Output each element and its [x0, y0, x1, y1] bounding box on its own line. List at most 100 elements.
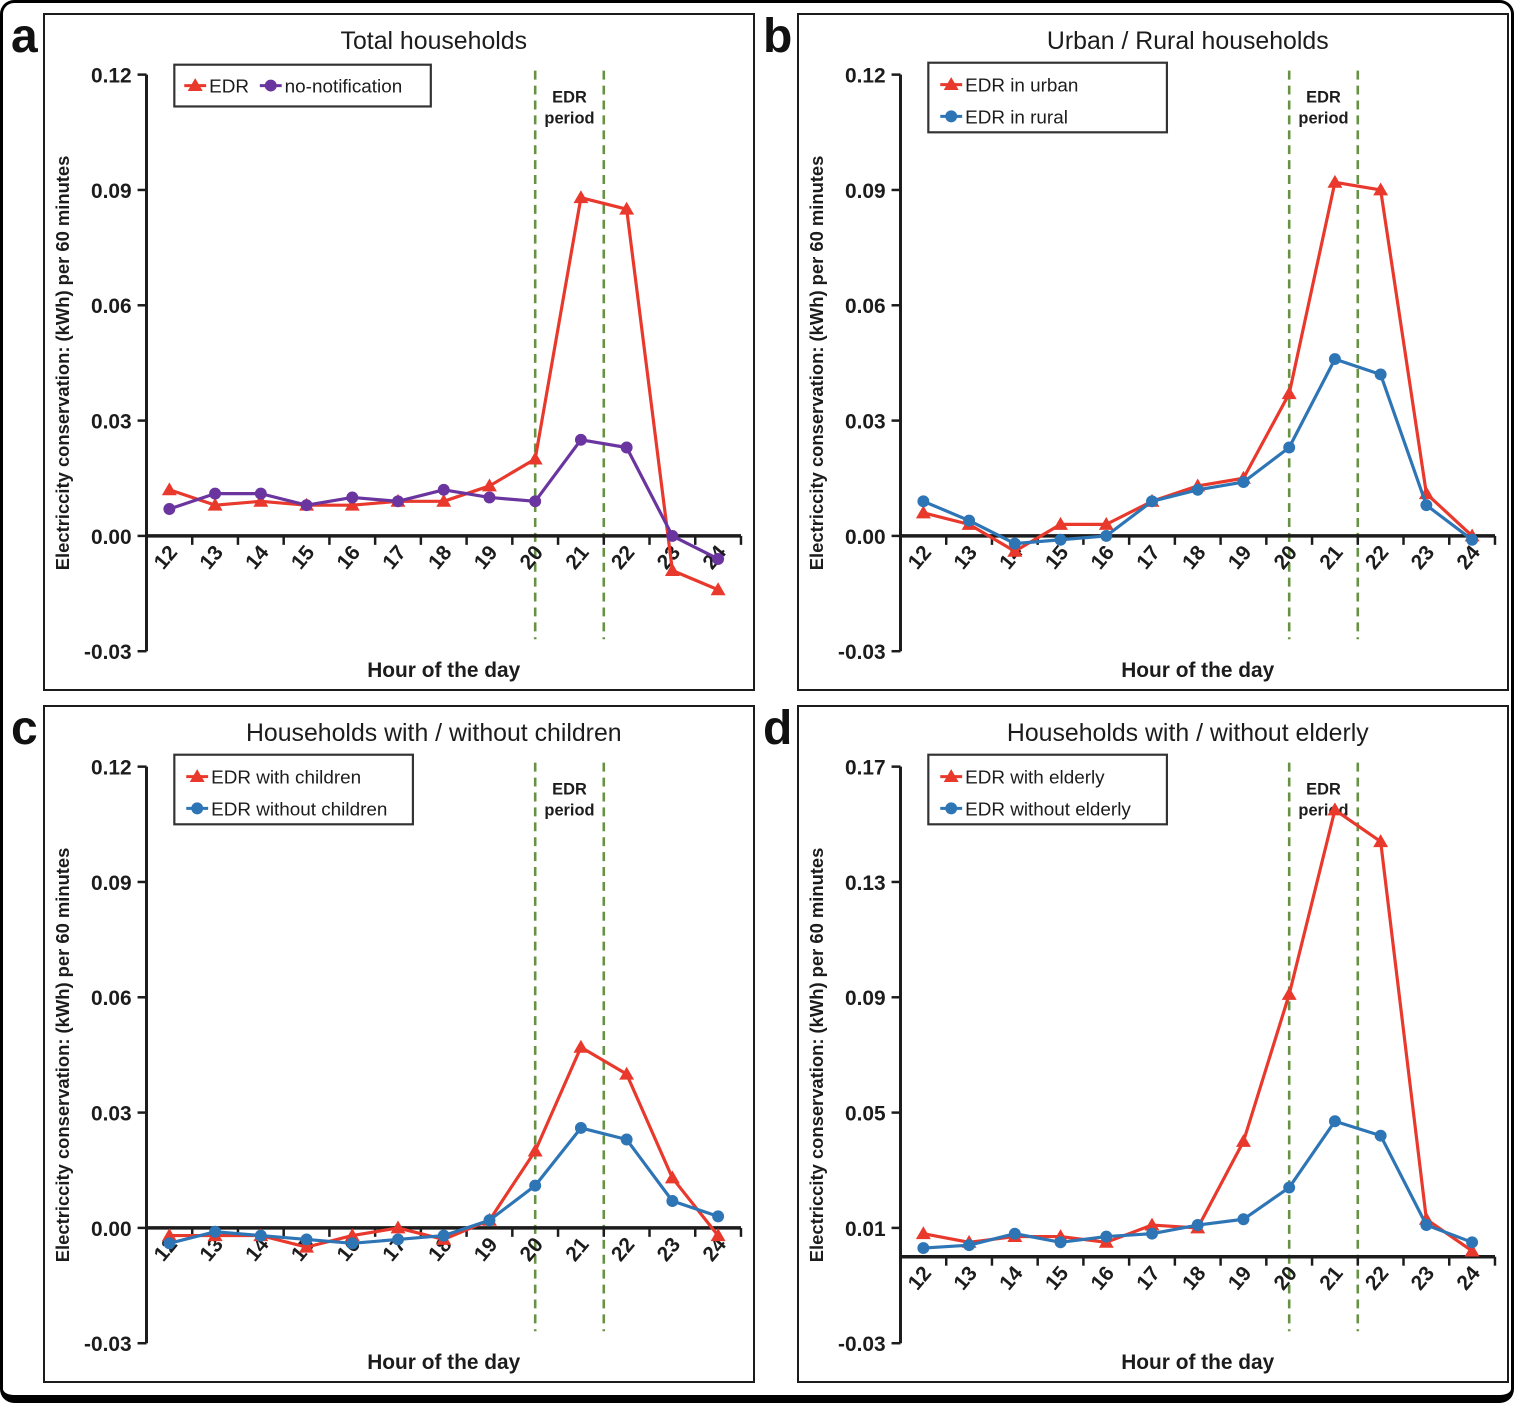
data-point-marker: [390, 1220, 406, 1234]
data-point-marker: [1100, 529, 1113, 542]
series-line: [921, 808, 1474, 1253]
data-point-marker: [963, 514, 976, 527]
data-point-marker: [253, 493, 269, 507]
x-tick-label: 24: [1452, 1262, 1485, 1295]
data-point-marker: [163, 1237, 176, 1250]
chart-title: Households with / without elderly: [1007, 720, 1369, 747]
data-point-marker: [1466, 533, 1479, 546]
series-edr-in-urban: [915, 174, 1480, 557]
panel-letter-a: a: [11, 10, 38, 63]
x-tick-label-text: 23: [1407, 1262, 1440, 1295]
x-tick-label-text: 12: [904, 1262, 937, 1295]
x-tick-label: 12: [904, 541, 937, 574]
data-point-marker: [1283, 441, 1296, 454]
data-point-marker: [573, 190, 589, 204]
y-tick-label: 0.05: [845, 1103, 886, 1126]
series-edr-in-rural: [917, 353, 1479, 550]
x-tick-label-text: 20: [515, 541, 548, 574]
y-tick-label: 0.12: [91, 757, 132, 780]
x-tick-label-text: 12: [150, 541, 183, 574]
data-point-marker: [1008, 1227, 1021, 1240]
x-tick-label: 22: [1361, 1262, 1394, 1295]
data-point-marker: [1420, 1219, 1433, 1231]
x-tick-label: 21: [561, 541, 594, 574]
y-tick-label: 0.12: [845, 65, 886, 88]
x-tick-label: 17: [1132, 541, 1165, 574]
legend-marker: [187, 78, 203, 92]
y-tick-label: 0.12: [91, 65, 132, 88]
x-tick-label: 15: [1041, 541, 1074, 574]
data-point-marker: [161, 482, 177, 496]
x-tick-label: 14: [995, 1262, 1028, 1295]
y-tick-label: 0.00: [845, 526, 886, 549]
x-tick-label: 23: [1407, 1262, 1440, 1295]
y-axis-title: Electriccity conservation: (kWh) per 60 …: [52, 156, 73, 571]
chart-panel-total-households: Total households Electriccity conservatio…: [43, 13, 755, 691]
data-point-marker: [346, 1237, 359, 1250]
series-line: [167, 196, 720, 592]
data-point-marker: [666, 1195, 679, 1207]
x-tick-label: 16: [1087, 1262, 1120, 1295]
legend: EDR with elderly EDR without elderly: [927, 753, 1169, 826]
series-line: [921, 357, 1474, 546]
x-axis-title: Hour of the day: [1121, 1351, 1274, 1374]
x-tick-label: 24: [1452, 541, 1485, 574]
x-tick-label: 21: [1315, 1262, 1348, 1295]
data-point-marker: [1327, 174, 1343, 188]
data-point-marker: [344, 1228, 360, 1242]
edr-period-label: EDR: [1306, 780, 1341, 798]
x-tick-label-text: 15: [1041, 1262, 1074, 1295]
data-point-marker: [344, 497, 360, 511]
x-tick-label-text: 18: [424, 541, 457, 574]
legend-marker: [945, 110, 958, 123]
x-tick-label-text: 13: [949, 1262, 982, 1295]
data-point-marker: [1053, 516, 1069, 530]
x-tick-label-text: 21: [561, 541, 594, 574]
data-point-marker: [254, 487, 267, 500]
legend-marker: [943, 769, 959, 783]
y-tick-label: -0.03: [84, 641, 132, 664]
x-tick-label-text: 12: [904, 541, 937, 574]
line-chart-elderly: Households with / without elderly Electri…: [806, 720, 1497, 1374]
legend-label: EDR without elderly: [965, 799, 1131, 820]
legend-label: EDR without children: [211, 799, 387, 820]
x-tick-label: 18: [1178, 541, 1211, 574]
x-tick-label-text: 15: [1041, 541, 1074, 574]
x-tick-label: 22: [607, 1233, 640, 1266]
data-point-marker: [1098, 516, 1114, 530]
legend-marker: [943, 77, 959, 91]
data-point-marker: [482, 478, 497, 492]
data-point-marker: [163, 503, 176, 515]
y-tick-label: 0.01: [845, 1218, 886, 1241]
series-no-notification: [163, 433, 725, 565]
data-point-marker: [1466, 1236, 1479, 1249]
x-tick-label-text: 19: [470, 541, 503, 574]
data-point-marker: [619, 201, 635, 215]
data-point-marker: [574, 433, 587, 446]
data-point-marker: [1420, 499, 1433, 512]
legend-marker: [945, 802, 958, 815]
x-tick-label-text: 15: [287, 541, 320, 574]
data-point-marker: [300, 1233, 313, 1246]
x-tick-label: 18: [424, 541, 457, 574]
x-tick-label: 20: [1269, 1262, 1302, 1295]
x-tick-label-text: 19: [1224, 541, 1257, 574]
data-point-marker: [664, 1170, 680, 1184]
y-tick-label: 0.13: [845, 872, 886, 895]
x-tick-label-text: 16: [1087, 1262, 1120, 1295]
y-tick-label: 0.03: [91, 411, 132, 434]
data-point-marker: [712, 1210, 725, 1223]
x-tick-label: 19: [470, 1233, 503, 1266]
data-point-marker: [1236, 1133, 1251, 1147]
x-tick-label-text: 22: [1361, 1262, 1394, 1295]
y-tick-label: 0.09: [845, 987, 886, 1010]
data-point-marker: [710, 582, 726, 596]
data-point-marker: [437, 483, 450, 496]
y-tick-label: 0.03: [91, 1103, 132, 1126]
x-tick-label-text: 22: [1361, 541, 1394, 574]
x-tick-label: 23: [653, 1233, 686, 1266]
x-tick-label-text: 13: [195, 541, 228, 574]
x-tick-label: 17: [1132, 1262, 1165, 1295]
x-tick-label: 13: [949, 541, 982, 574]
